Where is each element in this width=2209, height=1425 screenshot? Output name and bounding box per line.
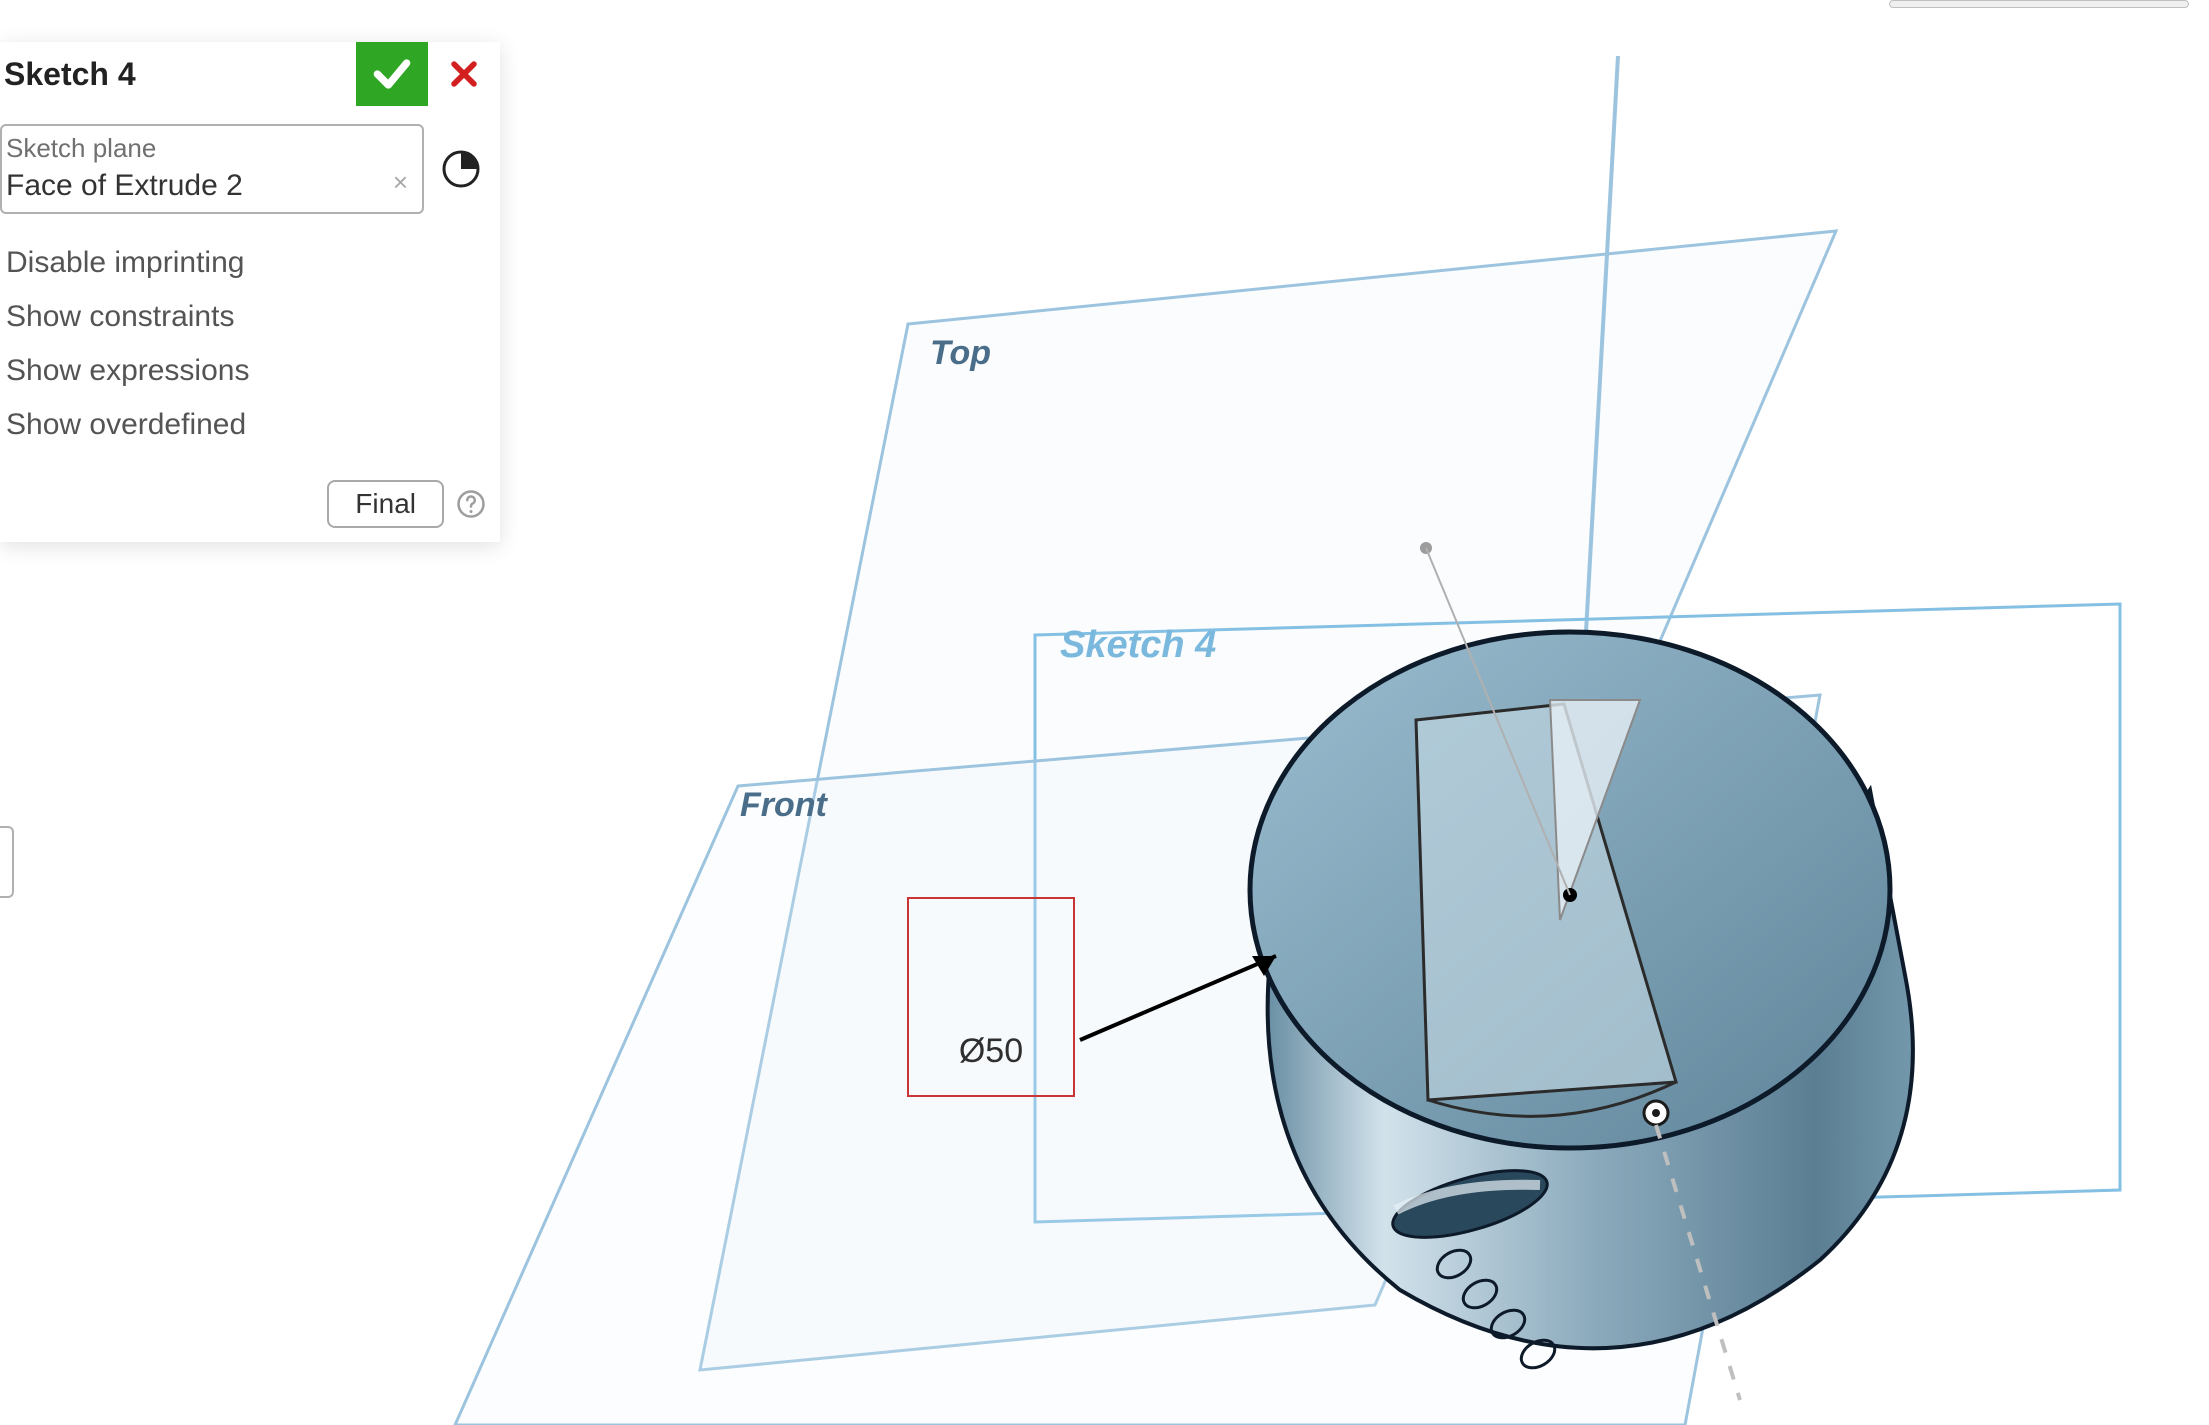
top-toolbar bbox=[0, 0, 2209, 12]
front-plane-label: Front bbox=[740, 786, 827, 825]
dimension-edit-box[interactable]: Ø50 bbox=[907, 897, 1075, 1097]
clear-selection-icon[interactable]: × bbox=[393, 167, 408, 198]
option-show-overdefined[interactable]: Show overdefined bbox=[0, 398, 484, 452]
top-face-rect-arc bbox=[1428, 1082, 1676, 1116]
help-icon[interactable] bbox=[456, 489, 486, 519]
top-plane[interactable] bbox=[700, 231, 1836, 1370]
panel-title[interactable]: Sketch 4 bbox=[0, 56, 356, 93]
top-face-rect-cut[interactable] bbox=[1416, 704, 1676, 1100]
hole-1[interactable] bbox=[1432, 1245, 1475, 1284]
sketch-plane-rect[interactable] bbox=[1035, 604, 2120, 1222]
accept-button[interactable] bbox=[356, 42, 428, 106]
front-slot[interactable] bbox=[1386, 1157, 1554, 1251]
final-button[interactable]: Final bbox=[327, 480, 444, 528]
panel-header: Sketch 4 bbox=[0, 42, 500, 106]
dimension-leader[interactable] bbox=[1080, 956, 1276, 1040]
slot-highlight bbox=[1396, 1185, 1540, 1210]
sketch-plane-label-text: Sketch 4 bbox=[1060, 624, 1216, 667]
hidden-edge-dashed bbox=[1656, 1125, 1740, 1400]
front-plane[interactable] bbox=[455, 695, 1820, 1425]
option-show-constraints[interactable]: Show constraints bbox=[0, 290, 484, 344]
sketch-plane-field-label: Sketch plane bbox=[6, 134, 410, 163]
close-icon bbox=[447, 57, 481, 91]
dimension-arrowhead bbox=[1252, 956, 1276, 976]
mate-connector-icon bbox=[441, 149, 481, 189]
concentric-marker-inner bbox=[1652, 1109, 1660, 1117]
left-collapsed-tab[interactable] bbox=[0, 826, 14, 898]
sketch-plane-field-value: Face of Extrude 2 bbox=[6, 169, 410, 202]
sketch-feature-panel: Sketch 4 Sketch plane Face of Extrude 2 … bbox=[0, 42, 500, 542]
panel-body: Sketch plane Face of Extrude 2 × Disable… bbox=[0, 106, 500, 470]
panel-footer: Final bbox=[0, 470, 500, 542]
tool-search[interactable] bbox=[1889, 0, 2189, 8]
checkmark-icon bbox=[370, 52, 414, 96]
option-show-expressions[interactable]: Show expressions bbox=[0, 344, 484, 398]
top-plane-label: Top bbox=[930, 334, 991, 373]
cylinder-side[interactable] bbox=[1268, 790, 1913, 1348]
cylinder-top-face[interactable] bbox=[1250, 632, 1890, 1148]
construction-line bbox=[1426, 548, 1570, 895]
hole-2[interactable] bbox=[1458, 1275, 1501, 1314]
inner-wedge bbox=[1550, 700, 1640, 920]
hole-4[interactable] bbox=[1516, 1335, 1559, 1374]
option-disable-imprinting[interactable]: Disable imprinting bbox=[0, 236, 484, 290]
stray-point[interactable] bbox=[1420, 542, 1432, 554]
mate-connector-button[interactable] bbox=[438, 124, 484, 214]
cancel-button[interactable] bbox=[428, 42, 500, 106]
hole-3[interactable] bbox=[1486, 1305, 1529, 1344]
sketch-center-point[interactable] bbox=[1563, 888, 1577, 902]
sketch-plane-row: Sketch plane Face of Extrude 2 × bbox=[0, 124, 484, 214]
sketch-plane-input[interactable]: Sketch plane Face of Extrude 2 × bbox=[0, 124, 424, 214]
vertical-axis-line bbox=[1570, 56, 1618, 920]
dimension-value-text[interactable]: Ø50 bbox=[959, 1032, 1023, 1071]
concentric-marker-outer[interactable] bbox=[1644, 1101, 1668, 1125]
